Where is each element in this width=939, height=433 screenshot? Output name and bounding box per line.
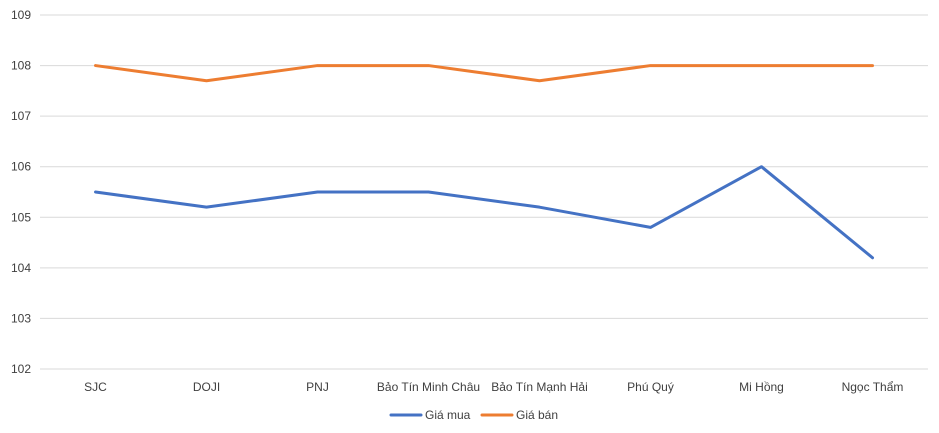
y-tick-label: 107	[11, 109, 31, 123]
data-point	[427, 64, 430, 67]
legend-label: Giá mua	[425, 408, 471, 422]
legend-label: Giá bán	[516, 408, 558, 422]
series-lines	[94, 64, 874, 260]
data-point	[94, 191, 97, 194]
legend: Giá mua Giá bán	[389, 408, 558, 422]
x-axis-ticks: SJC DOJI PNJ Bảo Tín Minh Châu Bảo Tín Mạnh …	[84, 380, 903, 394]
x-tick-label: Ngọc Thẩm	[842, 380, 904, 394]
data-point	[538, 79, 541, 82]
data-point	[871, 256, 874, 259]
data-point	[760, 165, 763, 168]
data-point	[649, 64, 652, 67]
data-point	[316, 191, 319, 194]
y-tick-label: 103	[11, 311, 31, 325]
y-axis-ticks: 102 103 104 105 106 107 108 109	[11, 8, 31, 376]
data-point	[538, 206, 541, 209]
y-tick-label: 106	[11, 160, 31, 174]
gridlines	[40, 14, 928, 370]
data-point	[427, 191, 430, 194]
x-tick-label: Mi Hồng	[739, 380, 784, 394]
data-point	[871, 64, 874, 67]
data-point	[760, 64, 763, 67]
y-tick-label: 109	[11, 8, 31, 22]
x-tick-label: Phú Quý	[627, 380, 674, 394]
data-point	[205, 79, 208, 82]
x-tick-label: Bảo Tín Mạnh Hải	[491, 380, 588, 394]
y-tick-label: 105	[11, 210, 31, 224]
data-point	[205, 206, 208, 209]
x-tick-label: SJC	[84, 380, 107, 394]
y-tick-label: 102	[11, 362, 31, 376]
data-point	[649, 226, 652, 229]
x-tick-label: Bảo Tín Minh Châu	[377, 380, 480, 394]
series-line-2	[94, 64, 874, 83]
y-tick-label: 108	[11, 59, 31, 73]
series-line-1	[94, 165, 874, 260]
data-point	[94, 64, 97, 67]
data-point	[316, 64, 319, 67]
x-tick-label: PNJ	[306, 380, 329, 394]
x-tick-label: DOJI	[193, 380, 220, 394]
y-tick-label: 104	[11, 261, 31, 275]
